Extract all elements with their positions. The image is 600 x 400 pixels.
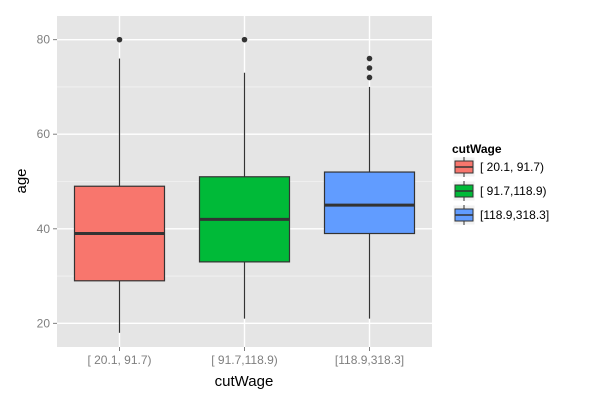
boxes-layer [73, 36, 416, 333]
y-tick-label: 20 [37, 316, 51, 330]
box-group [323, 55, 416, 319]
legend-item: [ 91.7,118.9) [452, 180, 547, 202]
box [323, 171, 416, 235]
x-axis-ticks: [ 20.1, 91.7) [ 91.7,118.9) [118.9,318.3] [87, 347, 404, 367]
x-tick-label: [118.9,318.3] [335, 353, 404, 367]
outlier-point [241, 36, 248, 43]
legend-label: [ 91.7,118.9) [480, 184, 547, 198]
y-axis-title: age [13, 168, 30, 193]
legend-title: cutWage [452, 142, 502, 156]
legend-item: [118.9,318.3] [452, 204, 549, 226]
box-group [73, 36, 166, 333]
y-tick-label: 60 [37, 127, 51, 141]
box-group [198, 36, 291, 319]
legend: cutWage [ 20.1, 91.7) [ 91.7,118.9) [118.9… [452, 142, 549, 226]
legend-item: [ 20.1, 91.7) [452, 156, 544, 178]
legend-label: [118.9,318.3] [480, 208, 549, 222]
outlier-point [116, 36, 123, 43]
outlier-point [366, 55, 373, 62]
legend-label: [ 20.1, 91.7) [480, 160, 544, 174]
outlier-point [366, 74, 373, 81]
x-tick-label: [ 91.7,118.9) [211, 353, 278, 367]
y-tick-label: 80 [37, 33, 51, 47]
x-axis-title: cutWage [215, 373, 274, 390]
x-tick-label: [ 20.1, 91.7) [87, 353, 151, 367]
outlier-point [366, 65, 373, 71]
y-tick-label: 40 [37, 222, 51, 236]
y-axis-ticks: 20 40 60 80 [37, 33, 57, 330]
